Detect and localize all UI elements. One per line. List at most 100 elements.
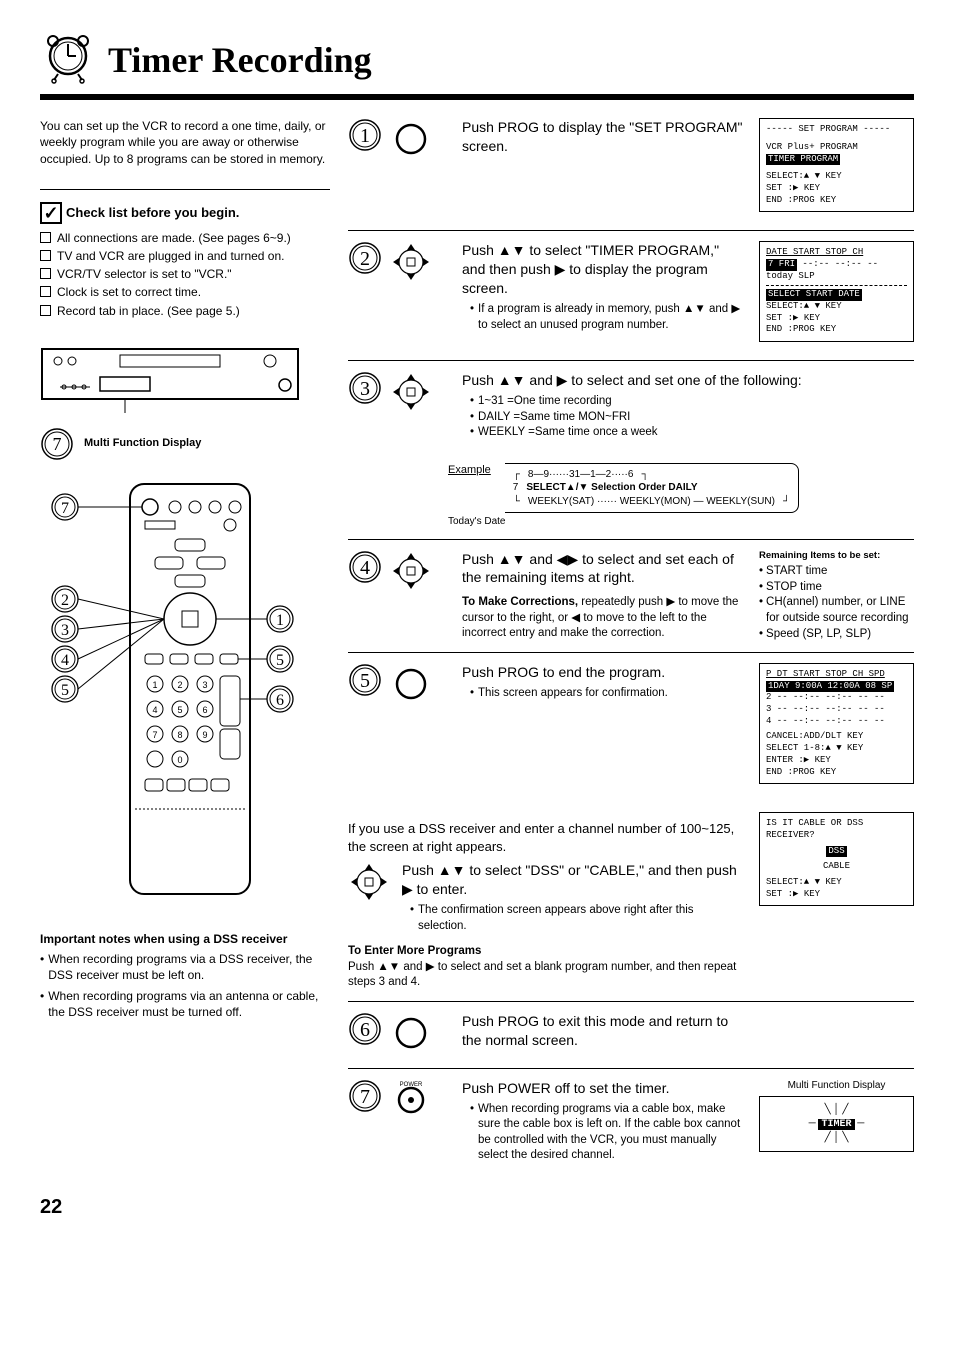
step2-number-icon: 2 <box>348 241 382 275</box>
step7-callout-icon: 7 <box>40 427 74 461</box>
checkmark-icon: ✓ <box>40 202 62 224</box>
screen-line: today SLP <box>766 271 907 283</box>
screen-line: ----- SET PROGRAM ----- <box>766 124 907 136</box>
step-5: 5 Push PROG to end the program. This scr… <box>348 652 914 1001</box>
mfd-label: Multi Function Display <box>84 436 201 451</box>
svg-text:4: 4 <box>152 705 157 715</box>
svg-text:5: 5 <box>61 682 69 699</box>
dpad-icon <box>348 861 390 907</box>
date-screen: DATE START STOP CH 7 FRI --:-- --:-- -- … <box>759 241 914 342</box>
step4-number-icon: 4 <box>348 550 382 584</box>
check-item: TV and VCR are plugged in and turned on. <box>57 248 284 264</box>
dpad-icon <box>390 241 432 287</box>
screen-highlight: TIMER PROGRAM <box>766 154 840 166</box>
svg-text:6: 6 <box>202 705 207 715</box>
prog-button-icon <box>390 663 432 709</box>
svg-text:2: 2 <box>61 592 69 609</box>
page-number: 22 <box>40 1194 914 1221</box>
svg-text:7: 7 <box>152 730 157 740</box>
svg-text:1: 1 <box>360 125 370 147</box>
remaining-item: STOP time <box>766 580 822 596</box>
screen-highlight: 7 FRI <box>766 259 797 271</box>
more-prog-text: Push ▲▼ and ▶ to select and set a blank … <box>348 961 736 989</box>
remaining-item: START time <box>766 564 827 580</box>
step7-text: Push POWER off to set the timer. <box>462 1079 745 1098</box>
screen-line: SET :▶ KEY <box>766 889 907 901</box>
svg-text:1: 1 <box>276 612 284 629</box>
screen-highlight: DSS <box>826 846 846 858</box>
step3-bullet: DAILY =Same time MON~FRI <box>478 410 630 426</box>
svg-text:0: 0 <box>177 755 182 765</box>
remaining-item: CH(annel) number, or LINE for outside so… <box>766 595 914 626</box>
example-row3: WEEKLY(SAT) ······ WEEKLY(MON) — WEEKLY(… <box>528 495 775 509</box>
dss-text: Push ▲▼ to select "DSS" or "CABLE," and … <box>402 861 745 899</box>
step4-corr-bold: To Make Corrections, <box>462 596 578 608</box>
svg-text:5: 5 <box>177 705 182 715</box>
screen-line: DATE START STOP CH <box>766 247 907 259</box>
svg-text:2: 2 <box>360 248 370 270</box>
more-prog-bold: To Enter More Programs <box>348 945 481 957</box>
step1-number-icon: 1 <box>348 118 382 152</box>
remote-illustration: 1 2 3 4 5 6 7 8 9 0 <box>40 479 330 903</box>
left-column: You can set up the VCR to record a one t… <box>40 118 330 1174</box>
svg-text:3: 3 <box>61 622 69 639</box>
screen-line: CABLE <box>766 861 907 873</box>
right-column: 1 Push PROG to display the "SET PROGRAM"… <box>348 118 914 1174</box>
check-item: Record tab in place. (See page 5.) <box>57 303 240 319</box>
svg-text:4: 4 <box>61 652 69 669</box>
svg-text:3: 3 <box>360 378 370 400</box>
step4-text: Push ▲▼ and ◀▶ to select and set each of… <box>462 550 745 588</box>
step5-note: This screen appears for confirmation. <box>478 686 668 702</box>
screen-line: SELECT 1-8:▲ ▼ KEY <box>766 743 907 755</box>
screen-line: 2 -- --:-- --:-- -- -- <box>766 692 907 704</box>
prog-button-icon <box>390 118 432 164</box>
checkbox-icon <box>40 268 51 279</box>
step1-text: Push PROG to display the "SET PROGRAM" s… <box>462 118 745 156</box>
note-item: When recording programs via a DSS receiv… <box>48 951 330 983</box>
screen-line: VCR Plus+ PROGRAM <box>766 142 907 154</box>
checkbox-icon <box>40 232 51 243</box>
step5-number-icon: 5 <box>348 663 382 697</box>
checkbox-icon <box>40 250 51 261</box>
step3-bullet: WEEKLY =Same time once a week <box>478 425 658 441</box>
screen-line: SELECT:▲ ▼ KEY <box>766 171 907 183</box>
timer-indicator: TIMER <box>818 1119 854 1130</box>
screen-line: 4 -- --:-- --:-- -- -- <box>766 716 907 728</box>
confirm-screen: P DT START STOP CH SPD 1DAY 9:00A 12:00A… <box>759 663 914 784</box>
step-3: 3 Push ▲▼ and ▶ to select and set one of… <box>348 360 914 538</box>
dss-notes: Important notes when using a DSS receive… <box>40 931 330 1020</box>
svg-text:4: 4 <box>360 557 370 579</box>
step3-example: Example ┌8—9······31—1—2·····6┐ 7 SELECT… <box>448 463 799 529</box>
page-header: Timer Recording <box>40 30 914 100</box>
svg-text:2: 2 <box>177 680 182 690</box>
step3-number-icon: 3 <box>348 371 382 405</box>
dss-screen: IS IT CABLE OR DSS RECEIVER? DSS CABLE S… <box>759 812 914 906</box>
screen-line: SELECT:▲ ▼ KEY <box>766 877 907 889</box>
step-6: 6 Push PROG to exit this mode and return… <box>348 1001 914 1068</box>
screen-highlight: SELECT START DATE <box>766 289 862 301</box>
step-1: 1 Push PROG to display the "SET PROGRAM"… <box>348 118 914 230</box>
svg-text:3: 3 <box>202 680 207 690</box>
svg-text:9: 9 <box>202 730 207 740</box>
screen-line: --:-- --:-- -- <box>802 259 878 269</box>
step5-text: Push PROG to end the program. <box>462 663 745 682</box>
svg-text:7: 7 <box>61 500 69 517</box>
vcr-illustration: 7 Multi Function Display <box>40 347 330 461</box>
checkbox-icon <box>40 305 51 316</box>
step-7: 7 POWER Push POWER off to set the timer.… <box>348 1068 914 1174</box>
page-title: Timer Recording <box>108 36 372 85</box>
check-item: All connections are made. (See pages 6~9… <box>57 230 291 246</box>
mfd-display: ╲ │ ╱ ─ TIMER ─ ╱ │ ╲ <box>759 1096 914 1152</box>
screen-line: END :PROG KEY <box>766 324 907 336</box>
clock-icon <box>40 30 96 90</box>
svg-text:6: 6 <box>276 692 284 709</box>
svg-text:8: 8 <box>177 730 182 740</box>
remaining-title: Remaining Items to be set: <box>759 550 914 563</box>
step7-note: When recording programs via a cable box,… <box>478 1102 745 1164</box>
step-4: 4 Push ▲▼ and ◀▶ to select and set each … <box>348 539 914 652</box>
step2-note: If a program is already in memory, push … <box>478 302 745 333</box>
example-today: Today's Date <box>448 515 799 529</box>
step-2: 2 Push ▲▼ to select "TIMER PROGRAM," and… <box>348 230 914 360</box>
svg-text:7: 7 <box>360 1086 370 1108</box>
power-button-icon: POWER <box>390 1079 432 1125</box>
